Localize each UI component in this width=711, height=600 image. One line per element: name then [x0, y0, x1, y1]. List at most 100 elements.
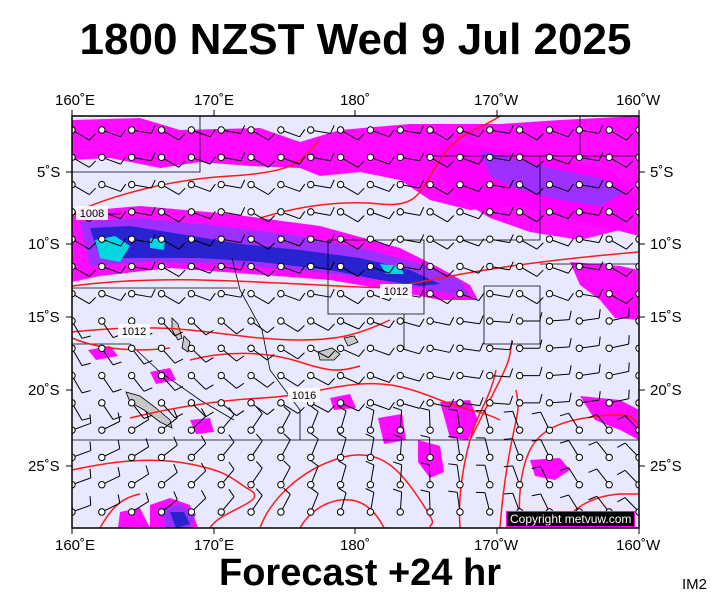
wind-barb — [336, 344, 365, 357]
barb-station — [396, 235, 404, 243]
wind-barb — [575, 179, 604, 189]
wind-barb — [475, 437, 494, 462]
barb-station — [217, 126, 225, 134]
barb-flag — [120, 129, 127, 138]
barb-station — [336, 262, 345, 271]
wind-barb — [366, 180, 395, 192]
barb-station — [396, 481, 404, 489]
wind-barb — [217, 407, 235, 434]
barb-flag — [209, 156, 216, 165]
barb-station — [187, 426, 196, 434]
lon-label-top-170w: 170˚W — [474, 92, 519, 109]
barb-flag — [536, 187, 544, 195]
lat-label-right-25s: 25˚S — [650, 458, 682, 475]
barb-station — [307, 180, 315, 189]
barb-station — [127, 153, 136, 161]
barb-station — [187, 508, 196, 516]
wind-barb — [187, 153, 216, 165]
wind-barb — [392, 434, 404, 462]
barb-flag — [236, 410, 245, 417]
wind-barb — [187, 235, 216, 247]
barb-station — [366, 481, 375, 489]
barb-flag — [358, 321, 365, 330]
barb-station — [307, 481, 315, 489]
barb-station — [456, 371, 464, 380]
barb-station — [307, 317, 315, 325]
barb-station — [98, 344, 106, 352]
barb-flag — [598, 336, 601, 346]
barb-station — [307, 453, 315, 462]
wind-barb — [98, 494, 121, 516]
barb-station — [396, 317, 404, 325]
barb-flag — [568, 392, 572, 402]
barb-flag — [150, 288, 156, 298]
barb-station — [456, 344, 464, 352]
barb-station — [515, 126, 524, 134]
barb-flag — [310, 433, 319, 440]
wind-barb — [456, 315, 484, 325]
wind-barb — [605, 262, 634, 277]
isobar-line — [259, 454, 434, 528]
barb-flag — [150, 125, 156, 134]
barb-station — [605, 453, 613, 462]
isobar-label-box — [118, 324, 150, 338]
wind-barb — [486, 152, 514, 162]
wind-barb — [396, 179, 425, 189]
barb-flag — [388, 183, 395, 192]
barb-flag — [509, 261, 514, 271]
barb-flag — [268, 187, 276, 195]
rain-area — [190, 418, 214, 434]
wind-barb — [98, 399, 122, 420]
barb-flag — [419, 261, 425, 271]
barb-station — [396, 453, 404, 462]
barb-station — [605, 235, 613, 243]
wind-barb — [426, 262, 455, 277]
barb-flag — [89, 496, 92, 506]
barb-flag — [357, 133, 365, 141]
lon-label-top-160e: 160˚E — [55, 92, 96, 109]
barb-station — [277, 481, 285, 489]
barb-station — [127, 290, 136, 298]
barb-station — [545, 426, 554, 434]
wind-barb — [515, 290, 544, 305]
wind-barb — [420, 434, 434, 462]
barb-station — [187, 453, 196, 462]
barb-flag — [358, 376, 365, 385]
barb-flag — [299, 292, 306, 301]
barb-station — [575, 290, 584, 298]
barb-flag — [616, 415, 626, 421]
barb-station — [426, 208, 434, 216]
barb-station — [515, 371, 524, 380]
wind-barb — [157, 235, 186, 250]
barb-flag — [598, 179, 604, 189]
barb-flag — [328, 378, 335, 386]
barb-station — [575, 126, 584, 134]
wind-barb — [515, 208, 544, 223]
wind-barb — [157, 317, 184, 337]
barb-station — [127, 481, 136, 489]
barb-flag — [388, 320, 395, 329]
wind-barb — [98, 412, 121, 434]
barb-station — [157, 453, 166, 462]
rainfall-layer — [72, 116, 639, 528]
barb-station — [307, 235, 315, 243]
barb-flag — [626, 160, 634, 168]
barb-flag — [240, 125, 246, 134]
wind-barb — [217, 399, 245, 417]
barb-station — [98, 453, 106, 462]
barb-flag — [178, 133, 186, 141]
barb-station — [336, 153, 345, 161]
wind-barb — [277, 460, 291, 489]
barb-station — [217, 426, 225, 434]
barb-flag — [448, 436, 458, 439]
barb-station — [605, 208, 613, 216]
barb-station — [575, 344, 584, 352]
barb-station — [277, 208, 285, 216]
barb-flag — [297, 406, 305, 414]
barb-flag — [310, 460, 319, 467]
wind-barb — [426, 344, 455, 353]
wind-barb — [366, 208, 395, 220]
barb-station — [486, 180, 494, 189]
wind-barb — [98, 235, 127, 247]
wind-barb — [392, 488, 404, 516]
